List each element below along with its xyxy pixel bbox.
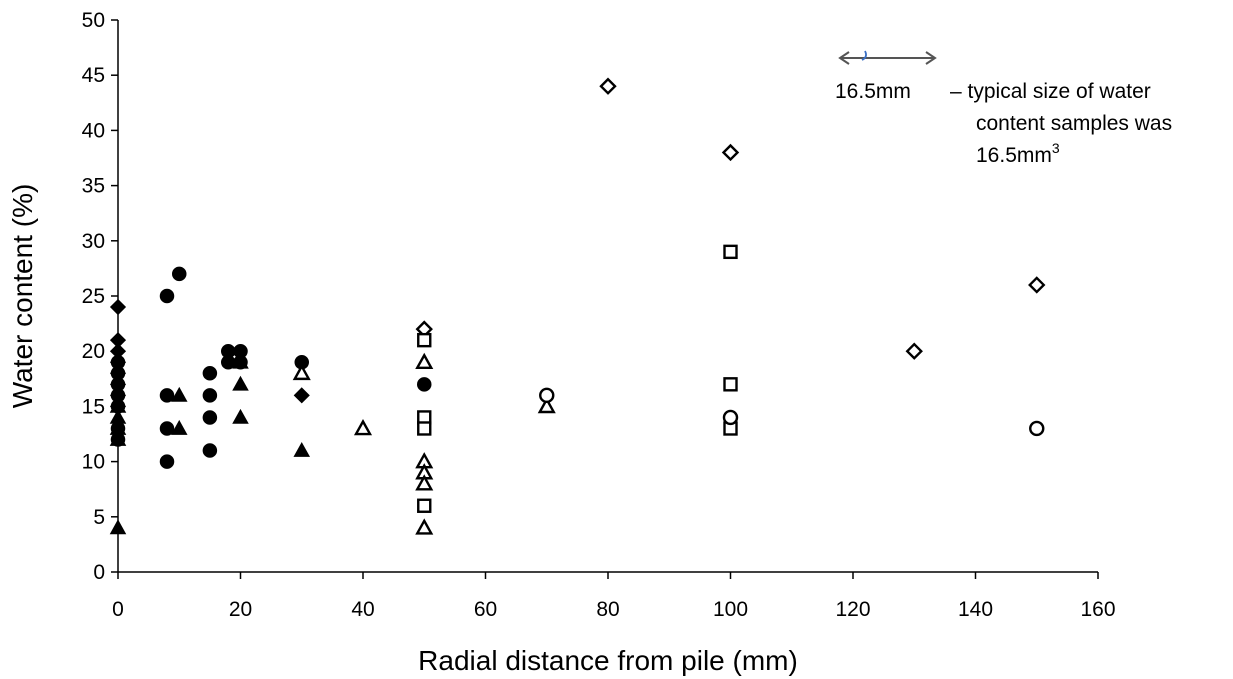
scale-label: 16.5mm bbox=[835, 80, 911, 103]
x-axis-title: Radial distance from pile (mm) bbox=[418, 645, 798, 676]
y-tick-label: 25 bbox=[82, 285, 105, 308]
open-circle-point bbox=[722, 409, 739, 426]
open-triangle-point bbox=[292, 363, 311, 381]
filled-circle-point bbox=[159, 388, 175, 403]
y-axis-title: Water content (%) bbox=[7, 184, 38, 409]
filled-diamond-point bbox=[293, 387, 310, 404]
x-tick-label: 160 bbox=[1080, 598, 1115, 621]
filled-circle-point bbox=[202, 443, 218, 458]
annotation-line-3-sup: 3 bbox=[1052, 140, 1060, 156]
y-tick-label: 50 bbox=[82, 9, 105, 32]
open-triangle-point bbox=[415, 474, 434, 491]
open-diamond-point bbox=[721, 143, 740, 162]
y-tick-label: 40 bbox=[82, 119, 105, 142]
y-tick-label: 0 bbox=[93, 561, 105, 584]
data-points bbox=[109, 77, 1046, 535]
scale-arrow-right-head bbox=[925, 51, 937, 65]
filled-circle-point bbox=[417, 377, 432, 392]
filled-triangle-point bbox=[170, 386, 188, 402]
filled-circle-point bbox=[221, 354, 236, 370]
open-square-point bbox=[417, 498, 432, 513]
x-tick-label: 140 bbox=[958, 598, 993, 621]
x-tick-label: 20 bbox=[229, 598, 252, 621]
open-circle-point bbox=[1029, 420, 1045, 437]
filled-triangle-point bbox=[232, 353, 249, 369]
filled-circle-point bbox=[202, 410, 218, 425]
open-square-point bbox=[723, 377, 738, 392]
y-tick-label: 30 bbox=[82, 230, 105, 253]
annotation-line-3-base: 16.5mm bbox=[976, 144, 1052, 167]
scale-arrow-tick bbox=[861, 50, 867, 61]
filled-circle-point bbox=[172, 266, 187, 282]
filled-triangle-point bbox=[232, 408, 249, 424]
open-square-point bbox=[417, 332, 432, 348]
filled-diamond-point bbox=[109, 298, 127, 316]
scale-arrow-left-head bbox=[838, 51, 850, 65]
open-diamond-point bbox=[905, 342, 923, 360]
open-square-point bbox=[417, 421, 432, 436]
annotation-line-1: – typical size of water bbox=[950, 80, 1151, 103]
filled-circle-point bbox=[202, 366, 218, 381]
open-triangle-point bbox=[537, 396, 556, 414]
open-triangle-point bbox=[415, 518, 434, 535]
x-tick-label: 80 bbox=[596, 598, 619, 621]
open-circle-point bbox=[539, 387, 555, 404]
y-tick-label: 45 bbox=[82, 64, 105, 87]
axes: 0 5 10 15 20 25 30 35 40 45 50 0 20 40 60 80 100 120 140 16… bbox=[7, 9, 1116, 676]
filled-circle-point bbox=[159, 288, 175, 304]
open-triangle-point bbox=[353, 419, 373, 436]
x-tick-label: 40 bbox=[351, 598, 374, 621]
y-tick-label: 20 bbox=[82, 340, 105, 363]
filled-triangle-point bbox=[293, 442, 311, 457]
open-triangle-point bbox=[415, 352, 434, 370]
filled-circle-point bbox=[159, 454, 175, 469]
y-tick-label: 35 bbox=[82, 175, 105, 198]
annotation-line-2: content samples was bbox=[976, 112, 1172, 135]
x-tick-label: 120 bbox=[835, 598, 870, 621]
open-diamond-point bbox=[599, 77, 617, 95]
x-tick-label: 60 bbox=[474, 598, 497, 621]
y-tick-label: 15 bbox=[82, 395, 105, 418]
filled-triangle-point bbox=[170, 419, 188, 435]
y-tick-label: 10 bbox=[82, 451, 105, 474]
filled-triangle-point bbox=[109, 430, 127, 446]
open-square-point bbox=[723, 244, 738, 260]
annotation-line-3: 16.5mm3 bbox=[976, 140, 1060, 167]
filled-triangle-point bbox=[232, 375, 249, 391]
filled-triangle-point bbox=[109, 519, 127, 535]
x-tick-label: 0 bbox=[112, 598, 124, 621]
x-tick-label: 100 bbox=[713, 598, 748, 621]
sample-size-annotation: 16.5mm – typical size of water content s… bbox=[835, 50, 1172, 167]
filled-circle-point bbox=[202, 388, 218, 403]
filled-circle-point bbox=[159, 421, 175, 436]
open-diamond-point bbox=[1028, 276, 1046, 294]
y-tick-label: 5 bbox=[93, 506, 105, 529]
